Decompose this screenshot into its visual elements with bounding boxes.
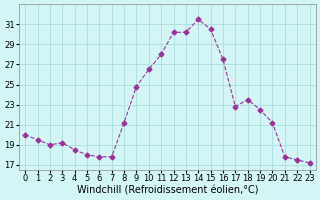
X-axis label: Windchill (Refroidissement éolien,°C): Windchill (Refroidissement éolien,°C)	[76, 186, 258, 196]
